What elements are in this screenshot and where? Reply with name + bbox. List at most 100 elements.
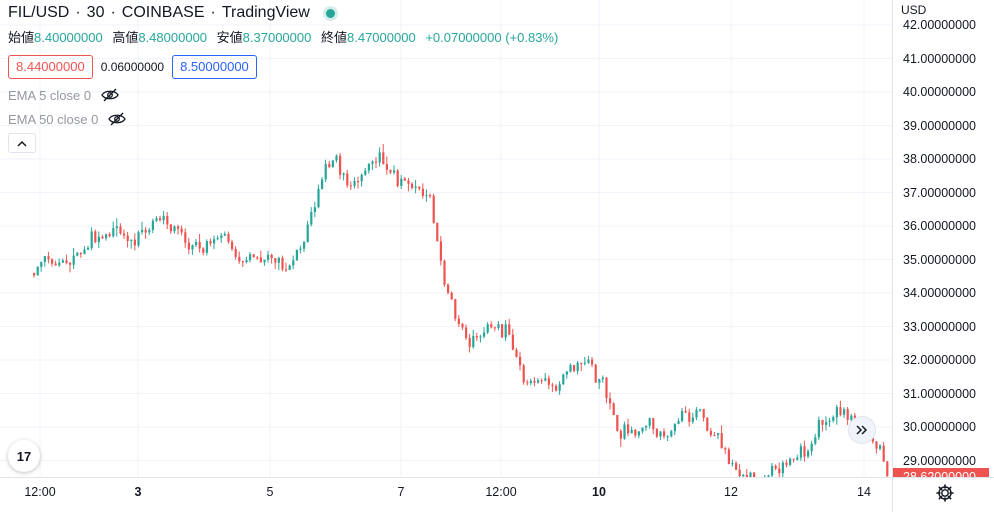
candle xyxy=(810,440,813,456)
candle xyxy=(713,431,716,437)
collapse-legend-button[interactable] xyxy=(8,133,36,153)
candle xyxy=(238,251,241,264)
candle xyxy=(414,179,417,194)
candle-body xyxy=(742,474,745,477)
candle xyxy=(202,247,205,256)
price-tick-label: 37.00000000 xyxy=(903,185,976,200)
candle xyxy=(61,258,64,263)
candle-body xyxy=(684,410,687,413)
candle-body xyxy=(601,377,604,380)
candle-body xyxy=(598,379,601,383)
eye-hidden-icon[interactable] xyxy=(101,88,119,102)
candle xyxy=(418,186,421,191)
candle xyxy=(702,408,705,422)
candle-body xyxy=(673,423,676,432)
chevron-up-icon xyxy=(17,140,27,147)
chart-plot-area[interactable] xyxy=(0,0,892,477)
candle-body xyxy=(137,232,140,246)
scroll-to-realtime-button[interactable] xyxy=(848,416,876,444)
candle xyxy=(735,461,738,471)
candle xyxy=(54,260,57,266)
candle-body xyxy=(699,409,702,411)
candle-body xyxy=(677,421,680,424)
symbol-name[interactable]: FIL/USD xyxy=(8,4,70,21)
candle xyxy=(310,207,313,227)
candle-body xyxy=(61,260,64,263)
candle-body xyxy=(558,384,561,391)
candle xyxy=(619,429,622,448)
indicator-ema-50[interactable]: EMA 50 close 0 xyxy=(8,111,564,127)
candle xyxy=(51,258,54,267)
candle xyxy=(501,324,504,338)
time-axis[interactable]: 12:00 3 5 7 12:00 10 12 14 xyxy=(0,477,892,512)
candle xyxy=(205,239,208,256)
candle-body xyxy=(267,254,270,260)
eye-hidden-icon[interactable] xyxy=(108,112,127,126)
candle xyxy=(558,381,561,395)
candle xyxy=(771,462,774,477)
candle xyxy=(727,447,730,465)
candle-body xyxy=(637,431,640,436)
buy-price-button[interactable]: 8.50000000 xyxy=(172,55,257,79)
candle-body xyxy=(36,266,39,276)
candle-body xyxy=(270,254,273,259)
candle-body xyxy=(310,211,313,225)
candle xyxy=(259,250,262,263)
sell-price-button[interactable]: 8.44000000 xyxy=(8,55,93,79)
candle xyxy=(767,474,770,477)
open-label: 始値 xyxy=(8,30,35,45)
candle-body xyxy=(252,254,255,258)
candle xyxy=(882,441,885,462)
candle-body xyxy=(515,349,518,357)
candle-body xyxy=(501,324,504,338)
candle-body xyxy=(47,256,50,260)
candle xyxy=(339,152,342,180)
candle-body xyxy=(583,362,586,364)
candle-body xyxy=(227,233,230,242)
candle-body xyxy=(886,461,889,476)
candle xyxy=(504,320,507,341)
candle xyxy=(223,231,226,237)
candle-body xyxy=(429,195,432,197)
currency-unit[interactable]: USD xyxy=(901,3,927,17)
indicator-ema-5[interactable]: EMA 5 close 0 xyxy=(8,87,564,103)
price-tick-label: 42.00000000 xyxy=(903,18,976,32)
candle-body xyxy=(799,446,802,458)
candle xyxy=(249,252,252,263)
candle-body xyxy=(483,332,486,337)
candle xyxy=(720,425,723,449)
candle xyxy=(540,378,543,384)
candle xyxy=(537,378,540,384)
price-tick-label: 31.00000000 xyxy=(903,386,976,401)
candle-body xyxy=(817,420,820,438)
price-axis[interactable]: USD 28.62000000 42.00000000 41.00000000 40… xyxy=(892,0,994,477)
interval[interactable]: 30 xyxy=(86,4,105,21)
candle-body xyxy=(166,215,169,225)
candle-body xyxy=(187,242,190,250)
tradingview-logo[interactable]: 17 xyxy=(8,440,40,472)
close-label: 終値 xyxy=(320,30,347,45)
market-status-dot[interactable] xyxy=(325,8,335,18)
candle-body xyxy=(159,218,162,221)
candle xyxy=(281,255,284,272)
candlestick-chart[interactable] xyxy=(0,0,892,477)
candle xyxy=(483,327,486,339)
candle xyxy=(443,259,446,288)
candle-body xyxy=(616,415,619,431)
candle-body xyxy=(659,431,662,437)
candle xyxy=(353,177,356,189)
candle xyxy=(612,402,615,416)
candle xyxy=(198,233,201,253)
quote-row: 8.44000000 0.06000000 8.50000000 xyxy=(8,55,564,79)
candle-body xyxy=(533,380,536,383)
candle xyxy=(519,351,522,371)
candle-body xyxy=(594,364,597,383)
candle-body xyxy=(198,242,201,249)
candle-body xyxy=(400,178,403,186)
candle xyxy=(267,250,270,263)
gear-icon[interactable] xyxy=(934,482,956,504)
candle xyxy=(335,154,338,163)
candle xyxy=(673,423,676,436)
candle xyxy=(807,449,810,459)
candle-body xyxy=(364,170,367,175)
